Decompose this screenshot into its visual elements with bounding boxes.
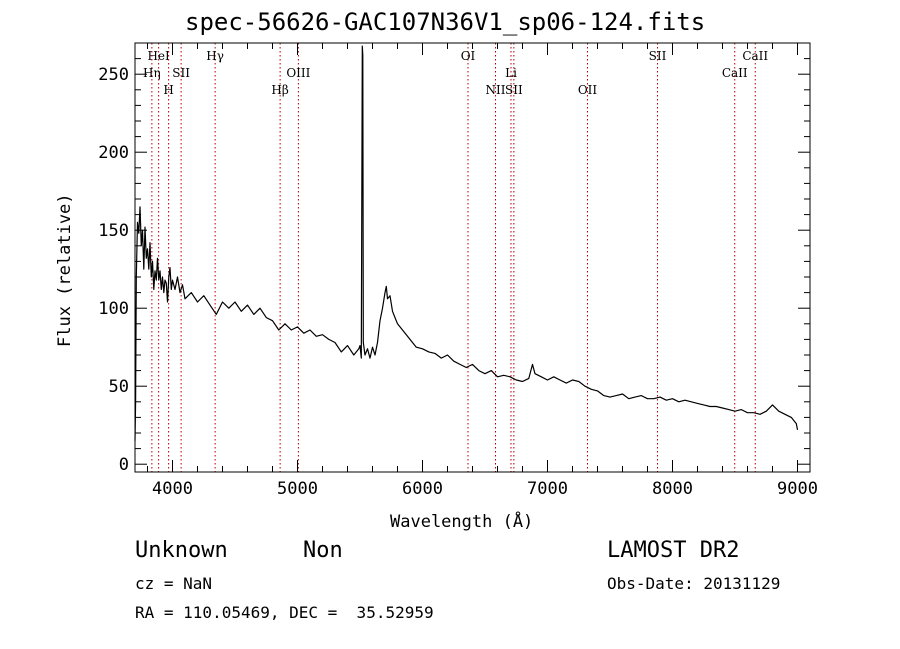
survey-name: LAMOST DR2 [607,538,740,563]
y-tick-label: 200 [98,143,129,163]
line-marker-label: NII [486,83,506,97]
x-tick-label: 7000 [527,479,568,499]
line-marker-label: Hη [143,66,161,80]
line-marker-label: HeI [147,49,170,63]
line-marker-label: SII [172,66,190,80]
y-tick-label: 250 [98,65,129,85]
obs-date: Obs-Date: 20131129 [607,574,781,593]
x-axis-label: Wavelength (Å) [390,512,534,532]
y-tick-label: 150 [98,221,129,241]
line-marker-label: SII [505,83,523,97]
chart-title: spec-56626-GAC107N36V1_sp06-124.fits [185,8,706,36]
line-marker-label: H [163,83,173,97]
line-marker-label: Hγ [206,49,224,63]
x-tick-label: 5000 [277,479,318,499]
object-subclass: Non [303,538,343,563]
line-marker-label: CaII [722,66,748,80]
y-tick-label: 0 [119,455,129,475]
x-tick-label: 9000 [777,479,818,499]
y-tick-label: 100 [98,299,129,319]
y-axis-label: Flux (relative) [55,193,75,347]
line-marker-label: OII [578,83,598,97]
coordinates: RA = 110.05469, DEC = 35.52959 [135,603,434,622]
x-tick-label: 6000 [402,479,443,499]
line-marker-label: Hβ [271,83,288,97]
plot-frame [134,42,811,473]
x-tick-label: 8000 [652,479,693,499]
line-marker-label: OIII [286,66,310,80]
redshift-readout: cz = NaN [135,574,213,593]
y-tick-label: 50 [109,377,129,397]
line-marker-label: OI [461,49,476,63]
line-marker-label: Li [505,66,517,80]
object-class: Unknown [135,538,228,563]
x-tick-label: 4000 [152,479,193,499]
line-marker-label: CaII [742,49,768,63]
spectrum-line [134,45,799,441]
line-marker-label: SII [649,49,667,63]
